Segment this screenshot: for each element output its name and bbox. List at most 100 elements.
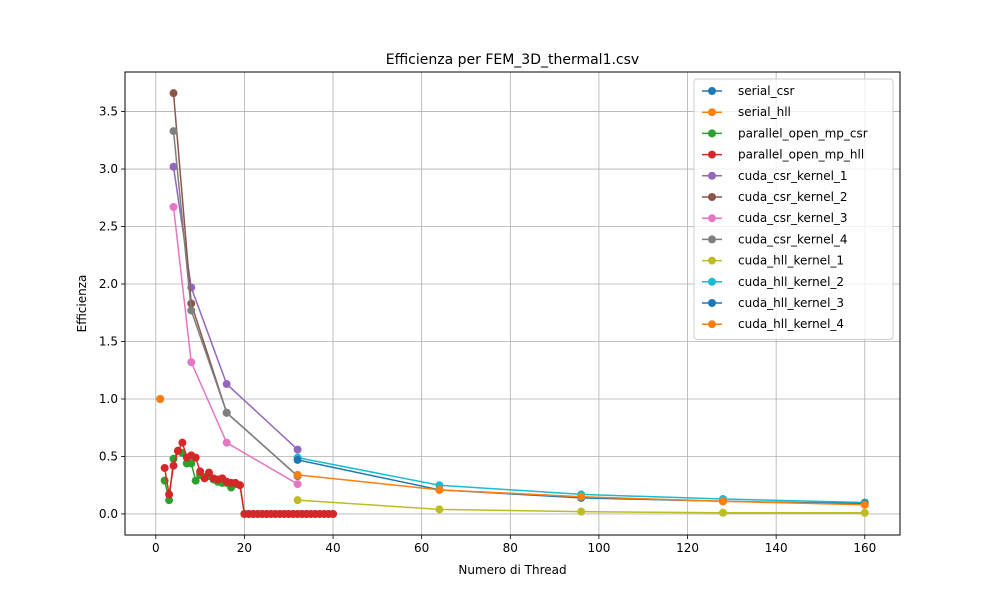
- y-tick-label: 1.5: [99, 334, 118, 348]
- series-serial-hll: [156, 394, 165, 403]
- x-tick-label: 120: [676, 541, 699, 555]
- legend-label: parallel_open_mp_csr: [738, 126, 868, 140]
- x-tick-label: 0: [152, 541, 160, 555]
- series-cuda-hll-kernel-1: [293, 496, 869, 517]
- legend-label: cuda_csr_kernel_4: [738, 232, 848, 246]
- x-tick-label: 20: [237, 541, 252, 555]
- legend-label: cuda_csr_kernel_1: [738, 169, 848, 183]
- data-point: [196, 467, 205, 476]
- legend-swatch-marker: [708, 171, 716, 180]
- x-tick-label: 140: [765, 541, 788, 555]
- data-point: [577, 507, 586, 516]
- legend-item: serial_csr: [702, 84, 794, 98]
- legend-swatch-marker: [708, 235, 716, 244]
- x-tick-label: 40: [325, 541, 340, 555]
- x-axis: 0 20 40 60 80 100 120 140 160: [152, 535, 876, 555]
- chart-title: Efficienza per FEM_3D_thermal1.csv: [386, 52, 639, 68]
- data-point: [169, 89, 178, 98]
- legend-swatch-marker: [708, 214, 716, 223]
- data-point: [191, 476, 200, 485]
- data-point: [160, 463, 169, 472]
- y-tick-label: 0.0: [99, 507, 118, 521]
- data-point: [173, 446, 182, 455]
- legend-swatch-marker: [708, 299, 716, 307]
- y-tick-label: 3.5: [99, 105, 118, 119]
- legend-label: cuda_hll_kernel_1: [738, 254, 844, 268]
- legend-label: cuda_hll_kernel_2: [738, 275, 844, 289]
- legend-box: [693, 78, 894, 340]
- data-point: [293, 445, 302, 454]
- legend-label: serial_hll: [738, 105, 791, 119]
- x-tick-label: 60: [414, 541, 429, 555]
- legend-item: cuda_hll_kernel_4: [702, 317, 844, 331]
- data-point: [222, 380, 231, 389]
- data-point: [222, 408, 231, 417]
- data-point: [169, 162, 178, 171]
- data-point: [187, 459, 196, 468]
- data-point: [860, 500, 869, 509]
- legend-item: cuda_hll_kernel_1: [702, 254, 844, 268]
- data-point: [204, 468, 213, 477]
- legend-item: parallel_open_mp_hll: [702, 148, 864, 162]
- data-point: [165, 496, 174, 505]
- legend-swatch-marker: [708, 277, 716, 286]
- data-point: [169, 127, 178, 136]
- x-axis-label: Numero di Thread: [458, 563, 566, 577]
- legend-label: cuda_csr_kernel_3: [738, 211, 848, 225]
- data-point: [187, 306, 196, 315]
- data-point: [191, 453, 200, 462]
- y-tick-label: 3.0: [99, 162, 118, 176]
- legend-item: cuda_csr_kernel_3: [702, 211, 848, 225]
- legend-label: cuda_hll_kernel_3: [738, 296, 844, 310]
- legend-item: cuda_csr_kernel_2: [702, 190, 848, 204]
- data-point: [165, 490, 174, 499]
- series-line: [172, 206, 298, 485]
- data-point: [860, 508, 869, 517]
- x-tick-label: 100: [587, 541, 610, 555]
- legend-item: cuda_hll_kernel_2: [702, 275, 844, 289]
- data-point: [222, 438, 231, 447]
- legend-swatch-marker: [708, 150, 716, 159]
- data-point: [169, 202, 178, 211]
- legend-label: parallel_open_mp_hll: [738, 148, 864, 162]
- series-line: [172, 131, 299, 477]
- series-parallel-open-mp-hll: [160, 438, 338, 518]
- y-axis-label: Efficienza: [75, 275, 89, 333]
- data-point: [718, 508, 727, 517]
- data-point: [435, 485, 444, 494]
- data-point: [293, 480, 302, 489]
- plot-frame: [124, 71, 901, 536]
- legend-item: cuda_csr_kernel_1: [702, 169, 848, 183]
- data-point: [718, 497, 727, 506]
- series-cuda-csr-kernel-3: [169, 202, 302, 489]
- data-point: [187, 358, 196, 367]
- y-tick-label: 0.5: [99, 449, 118, 463]
- series-cuda-hll-kernel-4: [293, 470, 869, 509]
- x-tick-label: 80: [503, 541, 518, 555]
- legend-item: cuda_csr_kernel_4: [702, 232, 848, 246]
- y-axis: 0.0 0.5 1.0 1.5 2.0 2.5 3.0 3.5: [99, 105, 125, 521]
- legend-item: serial_hll: [702, 105, 791, 119]
- data-point: [577, 492, 586, 501]
- data-point: [435, 505, 444, 514]
- data-point: [329, 509, 338, 518]
- x-tick-label: 160: [853, 541, 876, 555]
- y-tick-label: 2.0: [99, 277, 118, 291]
- data-point: [293, 470, 302, 479]
- y-tick-label: 2.5: [99, 220, 118, 234]
- legend-swatch-marker: [708, 129, 716, 138]
- data-point: [293, 496, 302, 505]
- legend-swatch-marker: [708, 87, 716, 95]
- data-point: [178, 438, 187, 447]
- data-point: [169, 461, 178, 470]
- data-point: [235, 481, 244, 490]
- data-point: [156, 394, 165, 403]
- legend-label: cuda_hll_kernel_4: [738, 317, 844, 331]
- series-layer: [156, 89, 869, 518]
- data-point: [200, 474, 209, 483]
- legend-label: serial_csr: [738, 84, 794, 98]
- legend-swatch-marker: [708, 320, 716, 329]
- y-tick-label: 1.0: [99, 392, 118, 406]
- legend-swatch-marker: [708, 108, 716, 117]
